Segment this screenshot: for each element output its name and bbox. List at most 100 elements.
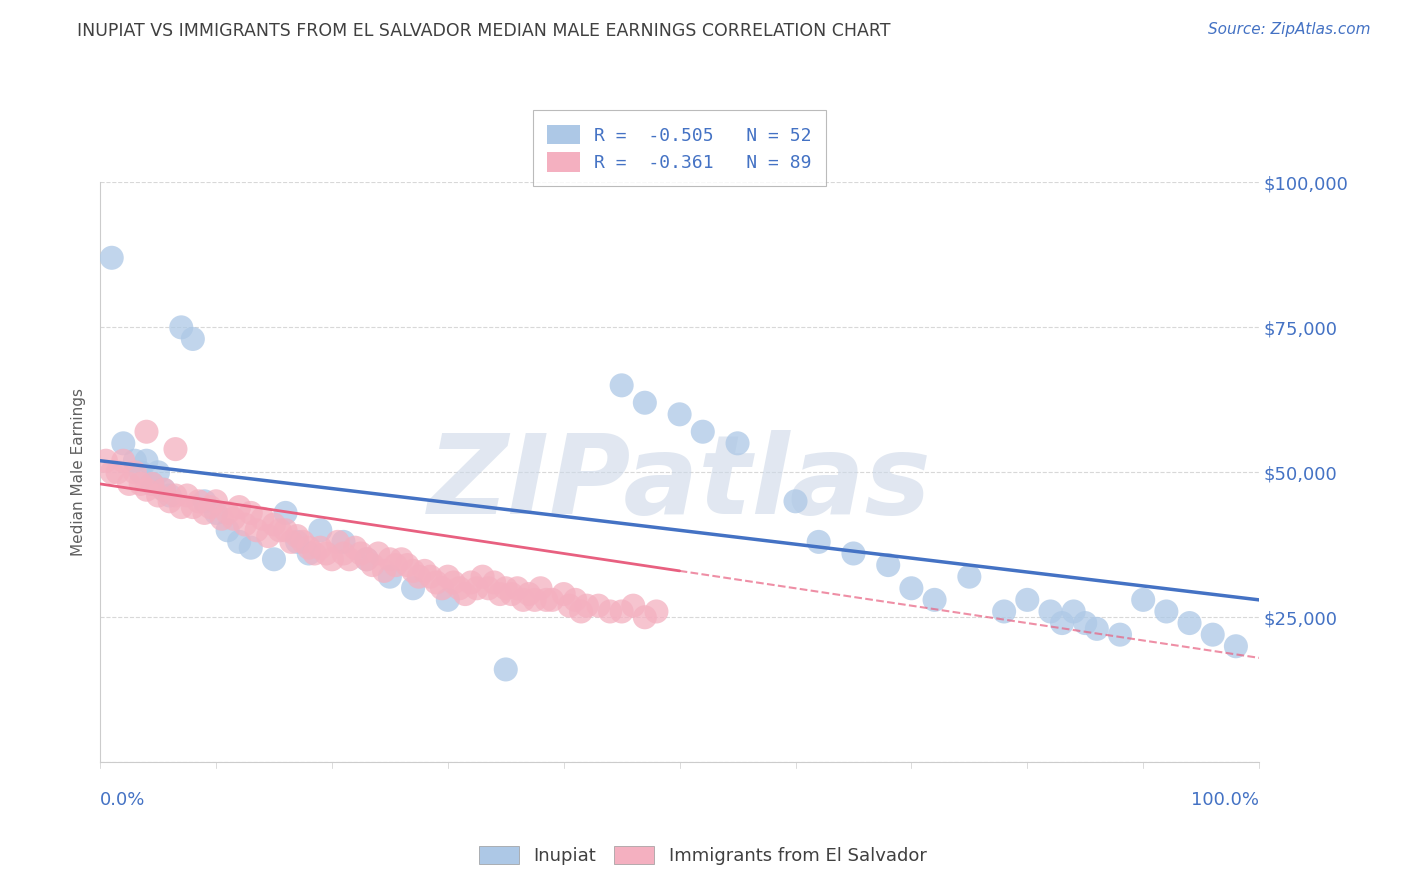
- Point: [443, 575, 465, 590]
- Point: [298, 547, 321, 561]
- Point: [146, 489, 169, 503]
- Point: [135, 425, 157, 439]
- Point: [153, 483, 176, 497]
- Point: [529, 582, 551, 596]
- Point: [205, 494, 228, 508]
- Point: [176, 489, 198, 503]
- Point: [1156, 605, 1178, 619]
- Point: [993, 605, 1015, 619]
- Point: [553, 587, 575, 601]
- Point: [465, 582, 488, 596]
- Point: [321, 552, 343, 566]
- Point: [356, 552, 378, 566]
- Point: [378, 552, 401, 566]
- Point: [344, 541, 367, 555]
- Point: [285, 529, 308, 543]
- Point: [807, 535, 830, 549]
- Text: ZIPatlas: ZIPatlas: [427, 431, 932, 537]
- Point: [460, 575, 482, 590]
- Point: [233, 517, 256, 532]
- Point: [495, 663, 517, 677]
- Point: [112, 436, 135, 450]
- Point: [361, 558, 384, 573]
- Point: [924, 593, 946, 607]
- Point: [165, 442, 187, 456]
- Point: [193, 494, 215, 508]
- Point: [482, 575, 505, 590]
- Point: [727, 436, 749, 450]
- Point: [842, 547, 865, 561]
- Point: [495, 582, 517, 596]
- Point: [274, 524, 297, 538]
- Point: [367, 547, 389, 561]
- Point: [877, 558, 900, 573]
- Point: [454, 587, 477, 601]
- Point: [239, 506, 262, 520]
- Point: [269, 524, 291, 538]
- Point: [1109, 628, 1132, 642]
- Point: [1050, 616, 1073, 631]
- Point: [356, 552, 378, 566]
- Point: [536, 593, 558, 607]
- Point: [100, 251, 122, 265]
- Point: [337, 552, 360, 566]
- Point: [692, 425, 714, 439]
- Point: [634, 395, 657, 409]
- Point: [165, 489, 187, 503]
- Point: [298, 541, 321, 555]
- Point: [1039, 605, 1062, 619]
- Point: [575, 599, 598, 613]
- Point: [124, 465, 146, 479]
- Point: [1063, 605, 1085, 619]
- Point: [425, 575, 447, 590]
- Point: [285, 535, 308, 549]
- Point: [309, 524, 332, 538]
- Point: [118, 477, 141, 491]
- Point: [124, 453, 146, 467]
- Point: [94, 453, 117, 467]
- Point: [100, 465, 122, 479]
- Point: [332, 547, 354, 561]
- Point: [512, 593, 534, 607]
- Text: Source: ZipAtlas.com: Source: ZipAtlas.com: [1208, 22, 1371, 37]
- Point: [170, 320, 193, 334]
- Point: [558, 599, 581, 613]
- Point: [228, 500, 250, 515]
- Point: [141, 477, 163, 491]
- Point: [129, 477, 152, 491]
- Legend: Inupiat, Immigrants from El Salvador: Inupiat, Immigrants from El Salvador: [471, 837, 935, 874]
- Point: [170, 500, 193, 515]
- Point: [489, 587, 512, 601]
- Point: [309, 541, 332, 555]
- Point: [402, 582, 425, 596]
- Point: [569, 605, 592, 619]
- Point: [1085, 622, 1108, 636]
- Point: [211, 512, 233, 526]
- Point: [413, 564, 436, 578]
- Point: [181, 500, 204, 515]
- Point: [193, 506, 215, 520]
- Point: [668, 407, 690, 421]
- Point: [153, 483, 176, 497]
- Point: [304, 547, 326, 561]
- Point: [384, 558, 406, 573]
- Point: [634, 610, 657, 624]
- Point: [957, 570, 980, 584]
- Point: [477, 582, 499, 596]
- Point: [1017, 593, 1039, 607]
- Point: [263, 552, 285, 566]
- Point: [280, 535, 302, 549]
- Point: [437, 593, 460, 607]
- Point: [610, 378, 633, 392]
- Point: [263, 517, 285, 532]
- Point: [217, 506, 239, 520]
- Point: [564, 593, 586, 607]
- Point: [112, 453, 135, 467]
- Point: [523, 593, 546, 607]
- Point: [332, 535, 354, 549]
- Point: [506, 582, 529, 596]
- Point: [274, 506, 297, 520]
- Point: [181, 332, 204, 346]
- Point: [391, 552, 413, 566]
- Point: [107, 465, 129, 479]
